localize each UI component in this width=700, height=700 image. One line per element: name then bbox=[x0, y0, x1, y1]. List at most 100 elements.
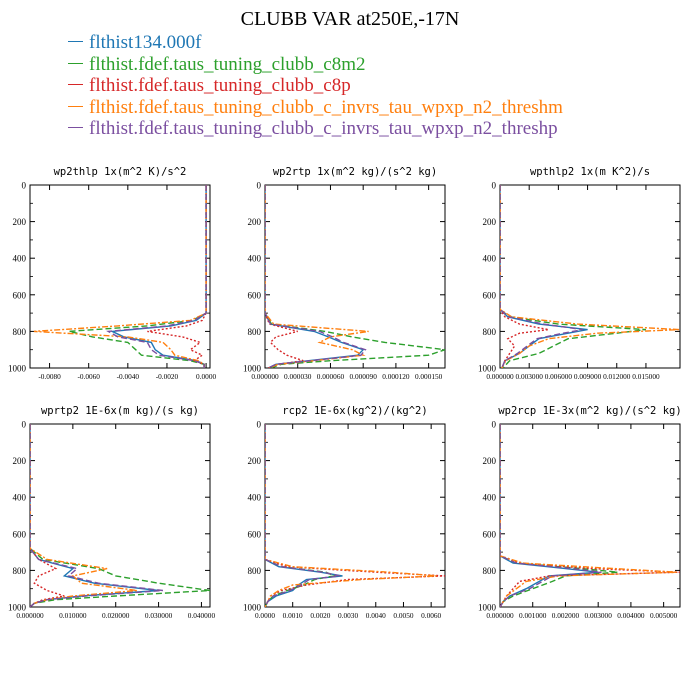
y-tick-label: 0 bbox=[257, 420, 262, 430]
y-tick-label: 0 bbox=[492, 420, 497, 430]
y-tick-label: 0 bbox=[257, 181, 262, 191]
panel-title: wp2rtp 1x(m^2 kg)/(s^2 kg) bbox=[273, 166, 437, 178]
x-tick-label: 0.005000 bbox=[650, 611, 678, 620]
series-line bbox=[30, 424, 159, 607]
legend-label: flthist.fdef.taus_tuning_clubb_c_invrs_t… bbox=[89, 118, 558, 139]
chart-panel: rcp2 1E-6x(kg^2)/(kg^2) 0 200 400 600 800 1000… bbox=[243, 405, 446, 620]
figure-title: CLUBB VAR at250E,-17N bbox=[240, 8, 460, 30]
series-line bbox=[500, 424, 602, 607]
panel-frame bbox=[264, 184, 446, 369]
panel-title: wp2rcp 1E-3x(m^2 kg)/(s^2 kg) bbox=[498, 405, 681, 417]
x-tick-label: 0.0000 bbox=[255, 611, 275, 620]
y-tick-label: 200 bbox=[248, 217, 262, 227]
y-tick-label: 200 bbox=[248, 456, 262, 466]
x-tick-label: 0.000000 bbox=[16, 611, 44, 620]
chart-panel: wprtp2 1E-6x(m kg)/(s kg) 0 200 400 600 800 10… bbox=[8, 405, 215, 620]
y-tick-label: 800 bbox=[13, 327, 27, 337]
x-tick-label: 0.000000 bbox=[251, 372, 279, 381]
x-tick-label: 0.012000 bbox=[603, 372, 631, 381]
y-tick-label: 1000 bbox=[243, 603, 262, 613]
x-tick-label: -0.0020 bbox=[156, 372, 179, 381]
series-line bbox=[30, 424, 210, 607]
legend: flthist134.000f flthist.fdef.taus_tuning… bbox=[68, 32, 563, 140]
y-tick-label: 800 bbox=[483, 566, 497, 576]
series-line bbox=[500, 185, 583, 368]
legend-label: flthist.fdef.taus_tuning_clubb_c8p bbox=[89, 75, 351, 96]
legend-item: flthist.fdef.taus_tuning_clubb_c_invrs_t… bbox=[68, 118, 563, 140]
y-tick-label: 200 bbox=[13, 217, 27, 227]
y-tick-label: 600 bbox=[483, 290, 497, 300]
x-tick-label: -0.0040 bbox=[117, 372, 140, 381]
y-tick-label: 800 bbox=[248, 566, 262, 576]
x-tick-label: 0.020000 bbox=[102, 611, 130, 620]
series-line bbox=[265, 185, 304, 368]
x-tick-label: 0.000090 bbox=[349, 372, 377, 381]
legend-swatch bbox=[68, 84, 83, 86]
series-line bbox=[500, 424, 677, 607]
panel-frame bbox=[499, 423, 681, 608]
series-line bbox=[500, 185, 646, 368]
legend-swatch bbox=[68, 127, 83, 129]
chart-panel: wp2rtp 1x(m^2 kg)/(s^2 kg) 0 200 400 600 800 1… bbox=[243, 166, 446, 381]
series-line bbox=[109, 185, 207, 368]
series-line bbox=[265, 424, 445, 607]
chart-panel: wp2rcp 1E-3x(m^2 kg)/(s^2 kg)0 200 400 600 8… bbox=[478, 405, 682, 620]
series-line bbox=[265, 185, 445, 368]
x-tick-label: 0.0050 bbox=[393, 611, 413, 620]
x-tick-label: 0.030000 bbox=[145, 611, 173, 620]
series-line bbox=[265, 185, 369, 368]
series-line bbox=[265, 424, 337, 607]
x-tick-label: 0.000120 bbox=[382, 372, 410, 381]
x-tick-label: 0.006000 bbox=[545, 372, 573, 381]
chart-panel: wp2thlp 1x(m^2 K)/s^2 0 200 400 600 800 1000 -0… bbox=[8, 166, 216, 381]
x-tick-label: 0.0030 bbox=[338, 611, 358, 620]
x-tick-label: 0.0010 bbox=[283, 611, 303, 620]
y-tick-label: 1000 bbox=[8, 603, 27, 613]
series-line bbox=[265, 424, 437, 607]
y-tick-label: 600 bbox=[13, 290, 27, 300]
legend-item: flthist.fdef.taus_tuning_clubb_c8p bbox=[68, 75, 563, 97]
y-tick-label: 600 bbox=[13, 529, 27, 539]
panel-frame bbox=[29, 423, 211, 608]
x-tick-label: 0.003000 bbox=[584, 611, 612, 620]
x-tick-label: 0.009000 bbox=[574, 372, 602, 381]
y-tick-label: 200 bbox=[483, 456, 497, 466]
x-tick-label: 0.0040 bbox=[366, 611, 386, 620]
x-tick-label: 0.010000 bbox=[59, 611, 87, 620]
x-tick-label: 0.0020 bbox=[310, 611, 330, 620]
y-tick-label: 400 bbox=[13, 254, 27, 264]
series-line bbox=[265, 424, 343, 607]
legend-swatch bbox=[68, 41, 83, 43]
y-tick-label: 400 bbox=[248, 254, 262, 264]
chart-panel: wpthlp2 1x(m K^2)/s020040060080010000.00… bbox=[478, 166, 681, 381]
series-line bbox=[500, 424, 599, 607]
x-tick-label: 0.003000 bbox=[516, 372, 544, 381]
y-tick-label: 400 bbox=[13, 493, 27, 503]
series-line bbox=[30, 424, 163, 607]
y-tick-label: 600 bbox=[483, 529, 497, 539]
series-line bbox=[68, 185, 207, 368]
x-tick-label: 0.0060 bbox=[421, 611, 441, 620]
x-tick-label: 0.002000 bbox=[552, 611, 580, 620]
legend-item: flthist.fdef.taus_tuning_clubb_c_invrs_t… bbox=[68, 97, 563, 119]
x-tick-label: 0.000030 bbox=[284, 372, 312, 381]
series-line bbox=[500, 424, 618, 607]
x-tick-label: 0.015000 bbox=[632, 372, 660, 381]
x-tick-label: 0.000150 bbox=[415, 372, 443, 381]
panel-frame bbox=[499, 184, 681, 369]
panel-title: rcp2 1E-6x(kg^2)/(kg^2) bbox=[282, 405, 427, 417]
x-tick-label: -0.0080 bbox=[38, 372, 61, 381]
legend-label: flthist134.000f bbox=[89, 32, 202, 53]
y-tick-label: 0 bbox=[22, 181, 27, 191]
y-tick-label: 1000 bbox=[8, 364, 27, 374]
x-tick-label: 0.000000 bbox=[486, 611, 514, 620]
legend-label: flthist.fdef.taus_tuning_clubb_c8m2 bbox=[89, 53, 366, 75]
y-tick-label: 1000 bbox=[478, 603, 497, 613]
y-tick-label: 1000 bbox=[243, 364, 262, 374]
series-line bbox=[30, 424, 65, 607]
x-tick-label: 0.000060 bbox=[317, 372, 345, 381]
y-tick-label: 400 bbox=[248, 493, 262, 503]
series-line bbox=[500, 185, 680, 368]
panel-title: wp2thlp 1x(m^2 K)/s^2 bbox=[54, 166, 187, 178]
series-line bbox=[265, 185, 367, 368]
